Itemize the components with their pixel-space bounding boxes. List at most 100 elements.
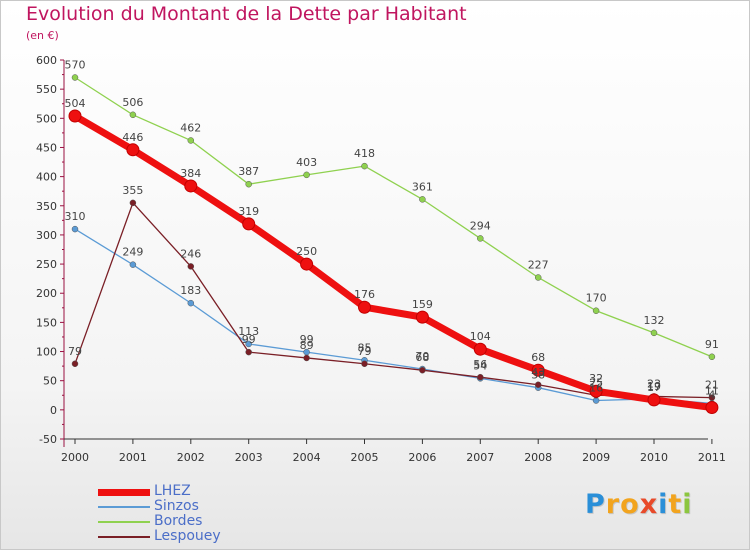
y-tick-label: 50 — [43, 375, 57, 388]
data-label-lhez: 176 — [354, 288, 375, 301]
data-label-bordes: 462 — [180, 121, 201, 134]
data-label-lespouey: 246 — [180, 247, 201, 260]
data-label-lhez: 446 — [122, 131, 143, 144]
x-tick-label: 2006 — [408, 451, 436, 464]
series-line-sinzos — [74, 228, 713, 405]
data-point-bordes — [245, 180, 252, 188]
y-tick-label: 400 — [36, 171, 57, 184]
data-label-lhez: 32 — [589, 372, 603, 385]
y-tick-label: 300 — [36, 229, 57, 242]
data-label-sinzos: 249 — [122, 246, 143, 259]
x-tick-label: 2009 — [582, 451, 610, 464]
data-label-sinzos: 85 — [358, 341, 372, 354]
data-label-sinzos: 183 — [180, 284, 201, 297]
data-point-bordes — [650, 329, 658, 337]
data-point-lhez — [68, 109, 82, 123]
y-tick-label: 500 — [36, 112, 57, 125]
legend-label: Lespouey — [154, 528, 221, 544]
data-point-lespouey — [361, 360, 368, 368]
data-label-sinzos: 11 — [705, 384, 719, 397]
data-label-lhez: 17 — [647, 381, 661, 394]
data-point-bordes — [71, 74, 79, 81]
x-tick-label: 2002 — [177, 451, 205, 464]
y-tick-label: 450 — [36, 141, 57, 154]
data-point-lhez — [184, 179, 198, 193]
data-label-sinzos: 54 — [473, 359, 487, 372]
data-point-bordes — [534, 274, 542, 281]
data-point-lhez — [473, 342, 487, 356]
data-point-sinzos — [187, 299, 195, 307]
data-point-lespouey — [245, 348, 252, 356]
logo-letter: o — [620, 489, 640, 520]
data-point-lhez — [300, 257, 314, 271]
data-point-sinzos — [129, 261, 137, 268]
x-tick-label: 2000 — [61, 451, 89, 464]
data-label-bordes: 570 — [65, 58, 86, 71]
series-line-lhez — [71, 112, 716, 412]
legend-label: LHEZ — [154, 483, 191, 499]
data-point-lhez — [589, 384, 603, 398]
data-point-lhez — [531, 363, 545, 377]
series-line-lespouey — [74, 202, 713, 399]
y-tick-label: -50 — [39, 433, 57, 446]
data-point-lespouey — [419, 366, 426, 374]
x-tick-label: 2008 — [524, 451, 552, 464]
data-point-bordes — [477, 235, 484, 242]
legend-swatch — [98, 488, 150, 496]
data-label-bordes: 506 — [122, 96, 143, 109]
data-point-lespouey — [129, 199, 137, 207]
logo-letter: i — [658, 489, 669, 520]
data-point-bordes — [592, 307, 600, 314]
data-point-bordes — [187, 137, 195, 144]
data-label-bordes: 387 — [238, 165, 259, 178]
data-point-bordes — [129, 111, 137, 119]
data-point-lespouey — [708, 394, 716, 401]
data-label-lespouey: 25 — [589, 376, 603, 389]
data-label-lhez: 319 — [238, 205, 259, 218]
data-label-lhez: 384 — [180, 167, 201, 180]
y-tick-label: 350 — [36, 200, 57, 213]
x-tick-label: 2001 — [119, 451, 147, 464]
x-tick-label: 2005 — [351, 451, 379, 464]
data-label-sinzos: 99 — [300, 333, 314, 346]
series-line-bordes — [74, 76, 713, 358]
data-point-lespouey — [71, 360, 79, 368]
data-point-lhez — [647, 393, 661, 407]
data-label-sinzos: 16 — [589, 382, 603, 395]
data-label-lespouey: 21 — [705, 379, 719, 392]
data-label-bordes: 132 — [644, 314, 665, 327]
data-label-sinzos: 70 — [415, 350, 429, 363]
data-label-lhez: 68 — [531, 351, 545, 364]
legend-label: Bordes — [154, 513, 203, 529]
y-tick-label: 200 — [36, 287, 57, 300]
data-label-lhez: 159 — [412, 298, 433, 311]
data-label-sinzos: 38 — [531, 369, 545, 382]
data-label-lespouey: 79 — [358, 345, 372, 358]
legend-swatch — [98, 536, 150, 538]
data-label-bordes: 170 — [586, 292, 607, 305]
legend-swatch — [98, 506, 150, 508]
data-label-lespouey: 99 — [242, 333, 256, 346]
proxiti-logo: Proxiti — [585, 489, 693, 520]
data-label-sinzos: 310 — [65, 210, 86, 223]
logo-letter: P — [585, 489, 606, 520]
data-label-bordes: 403 — [296, 156, 317, 169]
data-label-bordes: 91 — [705, 338, 719, 351]
y-tick-label: 0 — [50, 404, 57, 417]
x-tick-label: 2003 — [235, 451, 263, 464]
y-tick-label: 600 — [36, 54, 57, 67]
chart-title: Evolution du Montant de la Dette par Hab… — [26, 3, 467, 25]
data-label-bordes: 418 — [354, 147, 375, 160]
data-label-lespouey: 56 — [473, 358, 487, 371]
data-label-bordes: 361 — [412, 180, 433, 193]
data-point-lhez — [126, 143, 140, 157]
x-tick-label: 2007 — [466, 451, 494, 464]
unit-label: (en €) — [26, 29, 59, 42]
data-point-bordes — [361, 162, 368, 170]
data-label-lespouey: 89 — [300, 339, 314, 352]
data-point-lhez — [415, 310, 429, 324]
data-point-lespouey — [187, 263, 195, 270]
logo-letter: x — [639, 489, 659, 520]
